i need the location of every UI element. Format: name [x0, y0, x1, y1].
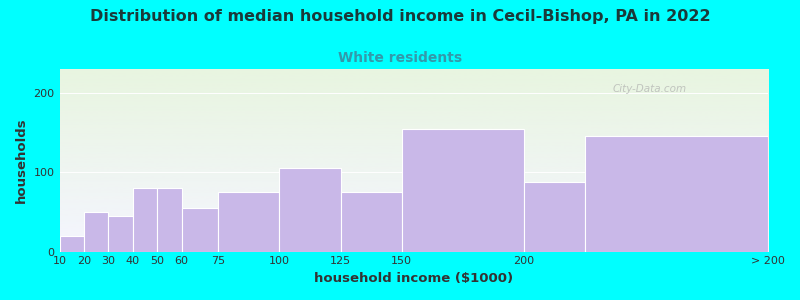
Bar: [402, 128, 524, 252]
Text: City-Data.com: City-Data.com: [612, 84, 686, 94]
Bar: [524, 182, 585, 252]
Y-axis label: households: households: [15, 118, 28, 203]
Bar: [182, 208, 218, 252]
Bar: [158, 188, 182, 252]
Bar: [218, 192, 279, 252]
Bar: [279, 168, 341, 252]
Bar: [84, 212, 109, 252]
Text: White residents: White residents: [338, 51, 462, 65]
Bar: [109, 216, 133, 252]
Bar: [585, 136, 768, 252]
Bar: [341, 192, 402, 252]
X-axis label: household income ($1000): household income ($1000): [314, 272, 514, 285]
Bar: [59, 236, 84, 252]
Text: Distribution of median household income in Cecil-Bishop, PA in 2022: Distribution of median household income …: [90, 9, 710, 24]
Bar: [133, 188, 158, 252]
